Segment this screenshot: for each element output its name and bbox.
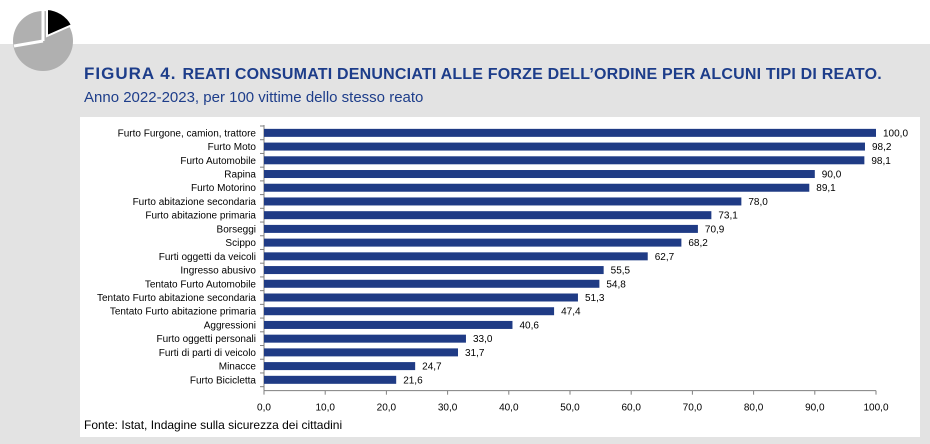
x-tick-label: 80,0 [744,403,764,414]
value-label: 78,0 [748,197,768,208]
category-label: Borseggi [217,224,256,235]
bar [264,252,648,261]
value-label: 70,9 [705,224,725,235]
x-tick-label: 50,0 [560,403,580,414]
category-label: Furto Motorino [191,183,256,194]
category-label: Tentato Furto abitazione secondaria [97,293,256,304]
bar [264,266,604,275]
value-label: 90,0 [822,170,842,181]
category-label: Tentato Furto Automobile [145,279,257,290]
bar [264,279,600,288]
bar [264,170,815,179]
bar [264,320,513,329]
chart-area: Furto Furgone, camion, trattore 100,0 Furt… [80,117,920,437]
x-tick-label: 10,0 [315,403,335,414]
value-label: 98,1 [871,156,891,167]
category-label: Furto oggetti personali [156,334,256,345]
bar [264,348,459,357]
category-label: Tentato Furto abitazione primaria [110,307,257,318]
bar [264,375,397,384]
bar [264,128,876,137]
bar [264,197,742,206]
value-label: 54,8 [606,279,626,290]
value-label: 51,3 [585,293,605,304]
figure-title: FIGURA 4. REATI CONSUMATI DENUNCIATI ALLE… [84,64,924,84]
x-tick-label: 30,0 [438,403,458,414]
category-label: Furto Bicicletta [190,375,257,386]
x-tick-label: 0,0 [257,403,271,414]
value-label: 21,6 [403,375,423,386]
category-label: Aggressioni [204,320,256,331]
category-label: Scippo [225,238,256,249]
figure-label: FIGURA 4. [84,64,177,83]
value-label: 40,6 [519,320,539,331]
category-label: Furto Moto [208,142,257,153]
category-label: Furto abitazione secondaria [133,197,257,208]
bar [264,293,578,302]
category-label: Minacce [219,362,257,373]
bar [264,156,865,165]
x-tick-label: 100,0 [863,403,888,414]
bar [264,183,810,192]
value-label: 47,4 [561,307,581,318]
value-label: 31,7 [465,348,485,359]
figure-title-text: REATI CONSUMATI DENUNCIATI ALLE FORZE DE… [182,66,882,83]
value-label: 73,1 [718,211,738,222]
bar [264,224,698,233]
x-tick-label: 20,0 [377,403,397,414]
value-label: 62,7 [655,252,675,263]
value-label: 24,7 [422,362,442,373]
value-label: 100,0 [883,128,908,139]
category-label: Furti oggetti da veicoli [159,252,256,263]
bar [264,307,555,316]
figure-subtitle: Anno 2022-2023, per 100 vittime dello st… [84,89,424,106]
value-label: 89,1 [816,183,836,194]
bar [264,142,865,151]
x-tick-label: 70,0 [683,403,703,414]
bar [264,362,416,371]
bar [264,238,682,247]
category-label: Rapina [224,170,256,181]
category-label: Ingresso abusivo [180,266,256,277]
value-label: 55,5 [611,266,631,277]
value-label: 98,2 [872,142,892,153]
bar [264,211,712,220]
x-tick-label: 90,0 [805,403,825,414]
x-tick-label: 60,0 [621,403,641,414]
source-note: Fonte: Istat, Indagine sulla sicurezza d… [84,418,343,432]
category-label: Furto Furgone, camion, trattore [118,128,257,139]
category-label: Furti di parti di veicolo [159,348,257,359]
category-label: Furto abitazione primaria [145,211,256,222]
value-label: 68,2 [688,238,708,249]
value-label: 33,0 [473,334,493,345]
category-label: Furto Automobile [180,156,256,167]
pie-chart-logo-icon [13,8,74,71]
x-tick-label: 40,0 [499,403,519,414]
bar [264,334,466,343]
bar-chart: Furto Furgone, camion, trattore 100,0 Furt… [97,125,908,414]
